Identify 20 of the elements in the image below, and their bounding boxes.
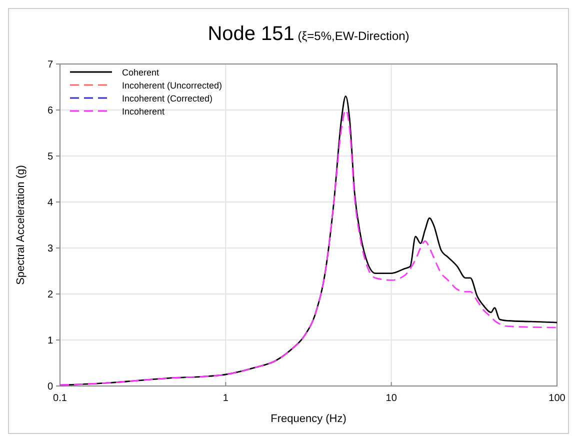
x-tick-label: 100	[548, 393, 566, 404]
legend-label: Incoherent (Corrected)	[122, 94, 213, 104]
x-axis-title: Frequency (Hz)	[270, 413, 346, 425]
legend-label: Incoherent	[122, 106, 166, 116]
x-tick-label: 0.1	[53, 393, 68, 404]
x-tick-label: 10	[386, 393, 398, 404]
y-tick-label: 0	[47, 382, 54, 392]
chart-subtitle: (ξ=5%,EW-Direction)	[294, 29, 410, 43]
y-tick-label: 2	[47, 290, 54, 300]
chart-title: Node 151	[208, 23, 294, 45]
y-tick-label: 1	[47, 336, 54, 346]
legend-label: Incoherent (Uncorrected)	[122, 80, 222, 90]
y-axis-title: Spectral Acceleration (g)	[15, 165, 27, 285]
x-tick-label: 1	[222, 393, 229, 404]
y-tick-label: 6	[47, 106, 54, 116]
y-tick-label: 3	[47, 244, 54, 254]
y-tick-label: 5	[47, 152, 54, 162]
y-tick-label: 7	[47, 60, 54, 70]
y-tick-label: 4	[47, 198, 54, 208]
legend-label: Coherent	[122, 68, 160, 78]
